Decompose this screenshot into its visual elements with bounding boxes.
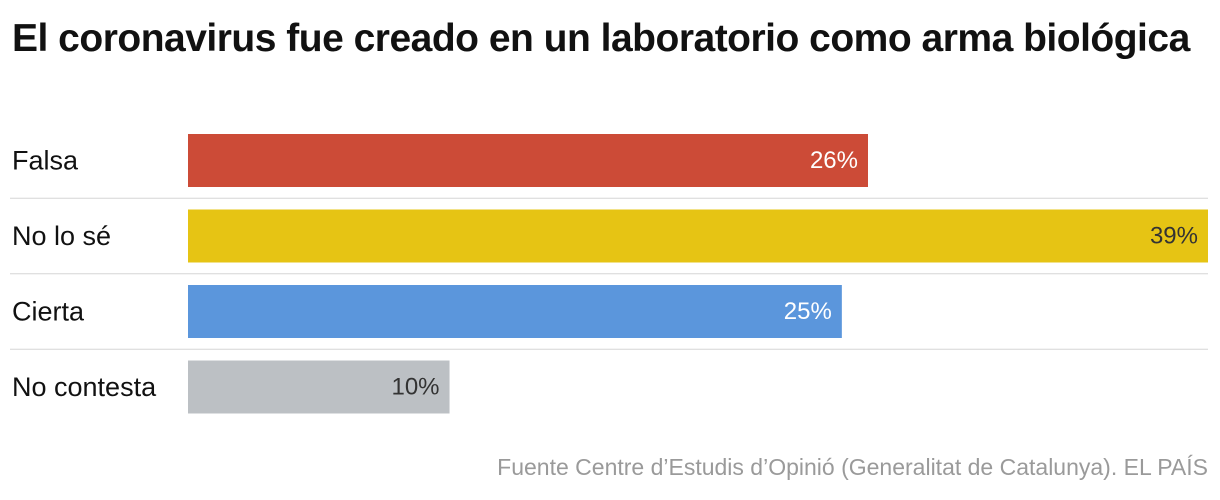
bar-row: Cierta 25% <box>12 285 842 338</box>
bar <box>188 285 842 338</box>
value-label: 26% <box>810 147 858 174</box>
value-label: 10% <box>391 374 439 401</box>
category-label: No lo sé <box>12 221 111 251</box>
bar-row: No lo sé 39% <box>12 209 1208 263</box>
bar <box>188 360 450 414</box>
bar <box>188 209 1208 263</box>
source-note: Fuente Centre d’Estudis d’Opinió (Genera… <box>497 454 1208 480</box>
category-label: Cierta <box>12 297 85 327</box>
value-label: 25% <box>784 298 832 325</box>
bar-row: No contesta 10% <box>12 360 450 414</box>
category-label: Falsa <box>12 146 79 176</box>
value-label: 39% <box>1150 223 1198 250</box>
chart-title: El coronavirus fue creado en un laborato… <box>12 17 1190 60</box>
category-label: No contesta <box>12 372 157 402</box>
bar-row: Falsa 26% <box>12 134 868 187</box>
bar <box>188 134 868 187</box>
